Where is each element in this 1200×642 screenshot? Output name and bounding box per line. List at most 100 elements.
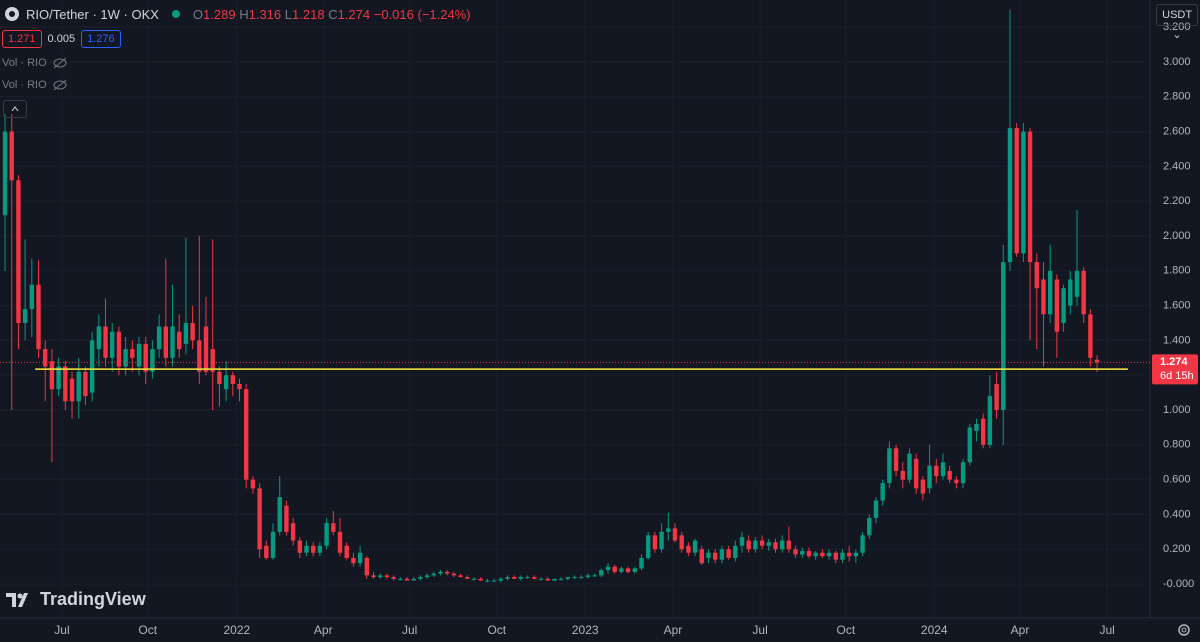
candle-body	[304, 545, 309, 553]
candle-body	[686, 545, 691, 553]
candle-body	[746, 540, 751, 550]
candle-body	[585, 575, 591, 578]
candle-body	[518, 577, 524, 579]
y-tick-label: 0.800	[1163, 439, 1191, 451]
x-tick-label: 2024	[921, 623, 948, 637]
candle-body	[726, 549, 731, 558]
candle-body	[1074, 270, 1080, 297]
y-tick-label: 3.000	[1163, 56, 1191, 68]
y-tick-label: 0.400	[1163, 508, 1191, 520]
logo: TradingView	[6, 589, 146, 610]
candle-body	[43, 349, 48, 367]
candle-body	[940, 462, 946, 477]
candle-body	[1014, 128, 1019, 254]
candle-body	[1068, 279, 1073, 306]
candle-body	[666, 528, 671, 532]
candle-body	[63, 366, 68, 402]
indicator: Vol · RIO	[2, 79, 67, 91]
ask[interactable]: 1.276	[81, 30, 121, 48]
candle-body	[116, 331, 122, 367]
candle-body	[49, 361, 55, 390]
candle-body	[331, 523, 336, 532]
y-tick-label: 2.200	[1163, 195, 1191, 207]
x-tick-label: Apr	[314, 623, 333, 637]
candle-body	[934, 465, 939, 477]
candle-body	[277, 497, 282, 532]
candle-body	[907, 453, 912, 480]
candle-body	[1007, 128, 1013, 263]
candle-body	[505, 577, 510, 579]
collapse-icon	[11, 106, 19, 112]
candle-body	[558, 578, 564, 580]
bid[interactable]: 1.271	[2, 30, 42, 48]
x-tick-label: Oct	[487, 623, 506, 637]
candle-body	[143, 343, 148, 372]
candle-body	[471, 578, 477, 580]
candle-body	[217, 371, 222, 384]
y-tick-label: 2.400	[1163, 160, 1191, 172]
y-tick-label: 1.400	[1163, 334, 1191, 346]
candle-body	[565, 577, 570, 579]
countdown: 6d 15h	[1160, 370, 1194, 382]
x-tick-label: Jul	[54, 623, 69, 637]
candle-body	[89, 340, 95, 393]
candle-body	[344, 545, 349, 558]
ohlc-label: C	[328, 6, 338, 22]
candle-body	[223, 375, 229, 390]
ohlc-value: 1.316	[248, 6, 282, 22]
indicator-label: Vol · RIO	[2, 79, 47, 91]
candle-body	[76, 371, 81, 402]
x-tick-label: Apr	[664, 623, 683, 637]
ohlc-label: O	[192, 6, 204, 22]
y-tick-label: 1.800	[1163, 265, 1191, 277]
candle-body	[632, 568, 637, 572]
collapse-button[interactable]	[3, 100, 27, 118]
x-tick-label: Jul	[402, 623, 417, 637]
candle-body	[699, 549, 704, 564]
ohlc-value: 1.274	[337, 6, 371, 22]
y-tick-label: 0.200	[1163, 543, 1191, 555]
candle-body	[16, 180, 21, 324]
candle-body	[418, 577, 423, 579]
header: RIO/Tether · 1W · OKX O1.289 H1.316 L1.2…	[4, 6, 471, 22]
candle-body	[820, 552, 825, 557]
currency: USDT	[1162, 9, 1192, 21]
candle-body	[525, 577, 530, 579]
candle-body	[867, 517, 872, 536]
candle-body	[800, 550, 805, 555]
candle-body	[853, 552, 859, 557]
candle-body	[424, 575, 430, 578]
candle-body	[36, 284, 41, 350]
candle-body	[284, 505, 289, 532]
ohlc: O1.289 H1.316 L1.218 C1.274 −0.016 (−1.2…	[193, 7, 471, 22]
candle-body	[1041, 279, 1046, 315]
candle-body	[786, 540, 792, 550]
candle-body	[712, 552, 718, 560]
candle-body	[766, 542, 771, 546]
settings-icon[interactable]	[1176, 622, 1192, 638]
candle-body	[619, 568, 624, 572]
candle-body	[29, 284, 35, 310]
currency-button[interactable]: USDT ⌄	[1156, 4, 1198, 41]
price-axis	[1150, 0, 1200, 642]
hidden-icon[interactable]	[53, 57, 67, 69]
candle-body	[22, 309, 28, 324]
hidden-icon[interactable]	[53, 79, 67, 91]
indicator-label: Vol · RIO	[2, 57, 47, 69]
candle-body	[83, 371, 88, 397]
candle-body	[244, 389, 249, 480]
candle-body	[270, 531, 276, 558]
x-tick-label: Jul	[752, 623, 767, 637]
symbol-icon	[5, 7, 19, 21]
candle-body	[103, 326, 108, 358]
candle-body	[612, 566, 617, 572]
candle-body	[900, 470, 905, 480]
candle-body	[404, 578, 410, 581]
spread: 0.005	[47, 33, 76, 45]
candle-body	[753, 540, 758, 550]
candle-body	[960, 462, 966, 484]
candle-body	[337, 531, 343, 553]
candle-body	[163, 326, 169, 358]
candle-body	[733, 545, 738, 558]
